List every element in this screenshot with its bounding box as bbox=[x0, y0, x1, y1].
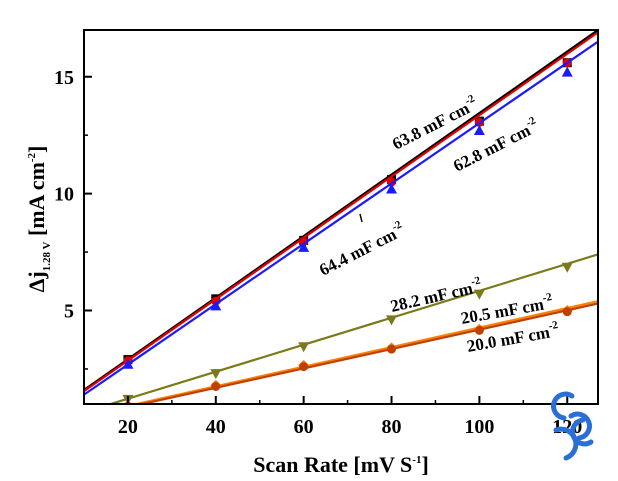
watermark-logo-icon bbox=[551, 391, 594, 461]
series-1-point-2 bbox=[299, 237, 309, 247]
series-5-point-4 bbox=[474, 325, 484, 335]
annotations-group: 63.8 mF cm-2 62.8 mF cm-2 64.4 mF cm-2 2… bbox=[316, 92, 559, 356]
series-3-point-3 bbox=[386, 315, 398, 326]
plot-series-group bbox=[84, 30, 598, 404]
series-5-point-2 bbox=[299, 362, 309, 372]
y-tick-label-0: 5 bbox=[64, 301, 74, 323]
series-3-point-4 bbox=[473, 289, 485, 300]
series-5-point-3 bbox=[387, 344, 397, 354]
y-axis-title: Δj1.28 V [mA cm-2] bbox=[24, 146, 53, 293]
x-tick-label-1: 40 bbox=[206, 416, 226, 438]
x-tick-label-0: 20 bbox=[118, 416, 138, 438]
series-2-point-4 bbox=[473, 125, 485, 136]
series-5-fit-line bbox=[137, 302, 598, 404]
series-0-fit-line bbox=[84, 30, 598, 391]
series-3-point-1 bbox=[210, 369, 222, 380]
series-1-fit-line bbox=[84, 31, 598, 393]
series-3-point-2 bbox=[298, 342, 310, 353]
y-tick-label-2: 15 bbox=[54, 67, 74, 89]
series-5-point-1 bbox=[211, 381, 221, 391]
x-axis-title: Scan Rate [mV S-1] bbox=[253, 452, 429, 477]
annotation-64-4-arrow bbox=[359, 213, 363, 223]
series-2-fit-line bbox=[84, 40, 598, 396]
series-3-point-5 bbox=[561, 262, 573, 273]
x-tick-label-3: 80 bbox=[382, 416, 402, 438]
x-tick-label-2: 60 bbox=[294, 416, 314, 438]
series-2-point-3 bbox=[386, 183, 398, 194]
series-5-point-5 bbox=[562, 307, 572, 317]
series-2-point-1 bbox=[210, 300, 222, 311]
series-2-point-0 bbox=[122, 358, 134, 369]
series-2-point-2 bbox=[298, 241, 310, 252]
plot-frame bbox=[83, 29, 599, 405]
series-3-fit-line bbox=[106, 253, 598, 404]
series-2-point-5 bbox=[561, 66, 573, 77]
x-tick-label-4: 100 bbox=[464, 416, 494, 438]
y-tick-label-1: 10 bbox=[54, 184, 74, 206]
series-4-fit-line bbox=[131, 300, 598, 404]
